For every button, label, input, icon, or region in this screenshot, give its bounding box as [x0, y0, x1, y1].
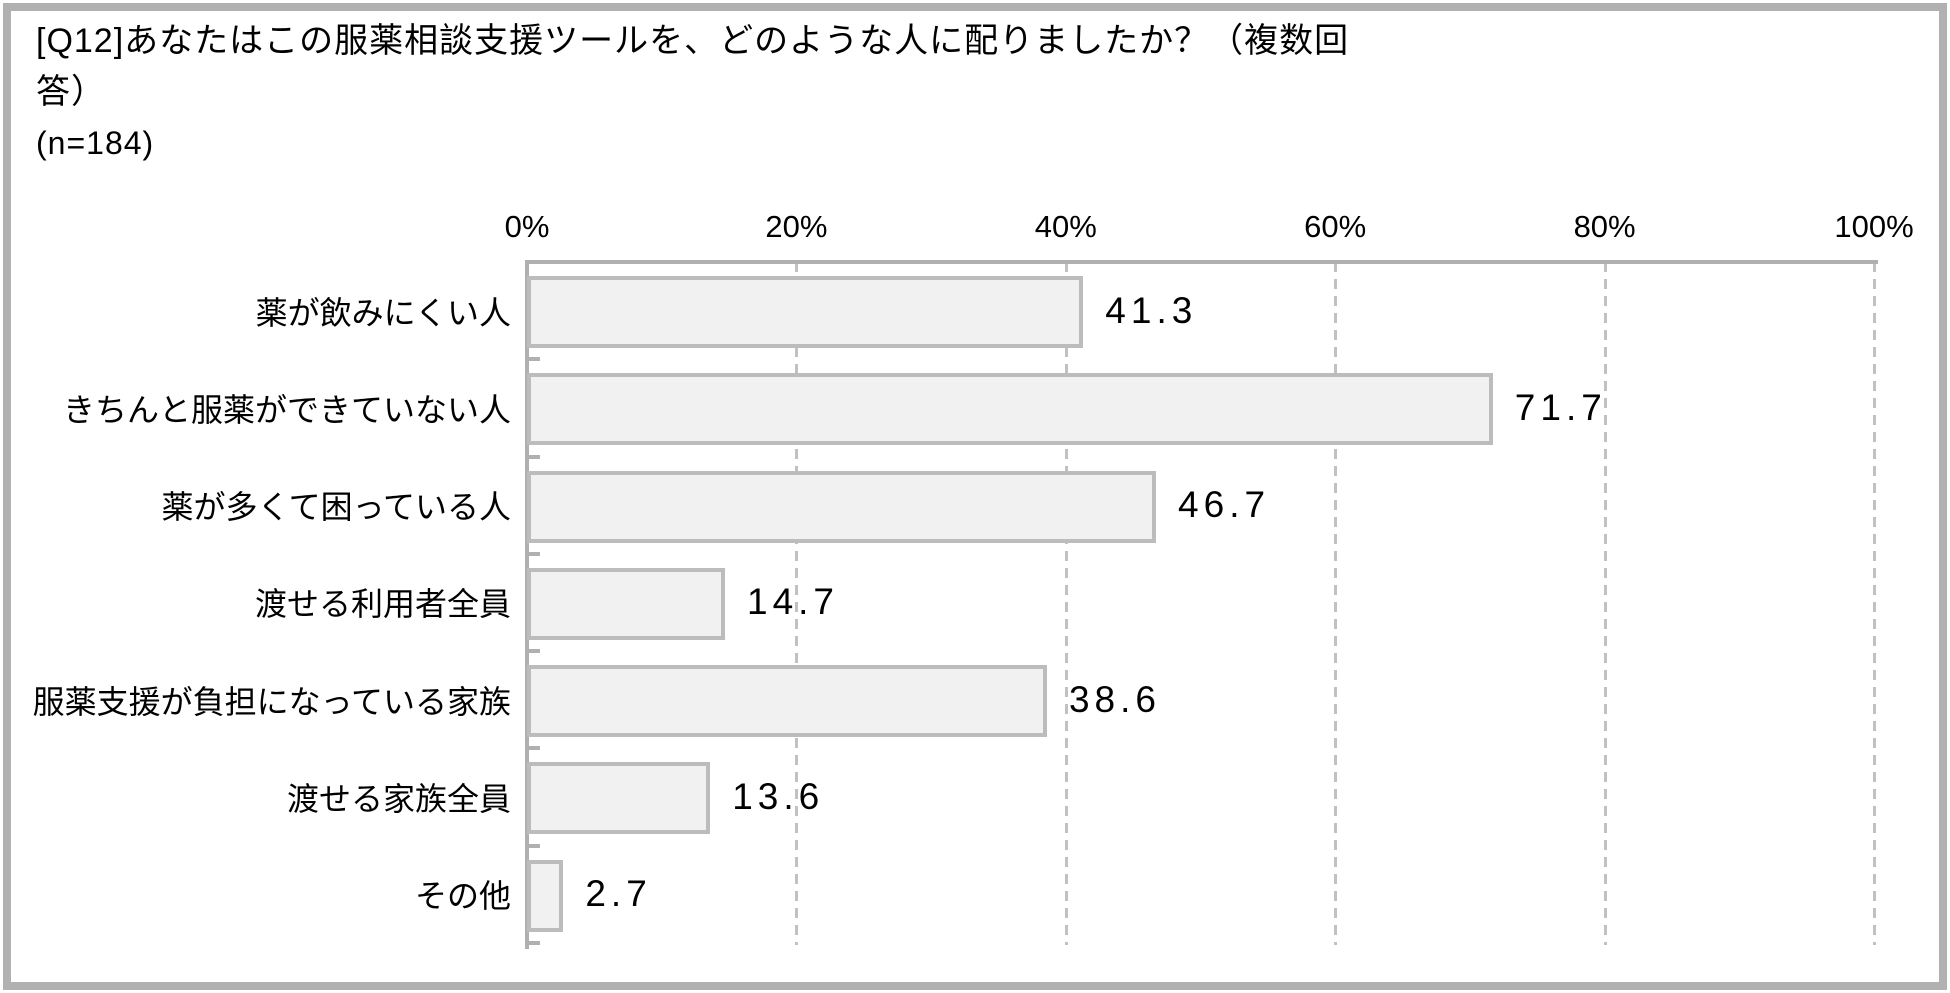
y-axis-tick: [529, 454, 540, 459]
value-label: 71.7: [1514, 386, 1607, 428]
category-label: 薬が飲みにくい人: [255, 294, 511, 331]
x-axis-tick-label: 100%: [1834, 209, 1914, 244]
value-label: 13.6: [732, 776, 825, 818]
category-label: 服薬支援が負担になっている家族: [32, 683, 511, 720]
gridline: [1064, 262, 1068, 945]
bar: [527, 373, 1493, 446]
x-axis-tick-label: 20%: [765, 209, 828, 244]
bar: [527, 762, 711, 835]
chart-title: [Q12]あなたはこの服薬相談支援ツールを、どのような人に配りましたか？（複数回…: [36, 16, 1349, 169]
x-axis-tick-label: 80%: [1573, 209, 1636, 244]
gridline: [1873, 262, 1876, 945]
bar: [527, 276, 1084, 348]
y-axis-tick: [529, 649, 540, 654]
category-label: きちんと服薬ができていない人: [62, 391, 511, 428]
value-label: 2.7: [585, 873, 652, 915]
bar: [527, 470, 1157, 543]
bar: [527, 859, 564, 932]
y-axis-tick: [529, 551, 540, 556]
bar: [527, 567, 725, 640]
gridline: [1603, 262, 1607, 945]
chart-title-line: 答）: [36, 73, 106, 111]
y-axis-tick: [529, 941, 540, 945]
chart-title-line: [Q12]あなたはこの服薬相談支援ツールを、どのような人に配りましたか？（複数回: [36, 22, 1350, 60]
value-label: 41.3: [1105, 289, 1198, 331]
gridline: [1334, 262, 1338, 945]
value-label: 38.6: [1068, 678, 1161, 720]
value-label: 46.7: [1178, 484, 1271, 526]
bar: [527, 665, 1047, 738]
value-label: 14.7: [747, 581, 840, 623]
y-axis-tick: [529, 746, 540, 751]
y-axis-tick: [529, 843, 540, 848]
gridline: [795, 262, 799, 945]
category-label: その他: [414, 878, 511, 915]
sample-size-label: (n=184): [36, 125, 155, 161]
category-label: 渡せる利用者全員: [254, 586, 511, 623]
y-axis-tick: [529, 357, 540, 362]
x-axis-line: [525, 260, 1878, 264]
category-label: 薬が多くて困っている人: [161, 489, 511, 526]
category-label: 渡せる家族全員: [286, 781, 511, 818]
x-axis-tick-label: 40%: [1034, 209, 1097, 244]
x-axis-tick-label: 60%: [1304, 209, 1367, 244]
x-axis-tick-label: 0%: [504, 209, 550, 244]
